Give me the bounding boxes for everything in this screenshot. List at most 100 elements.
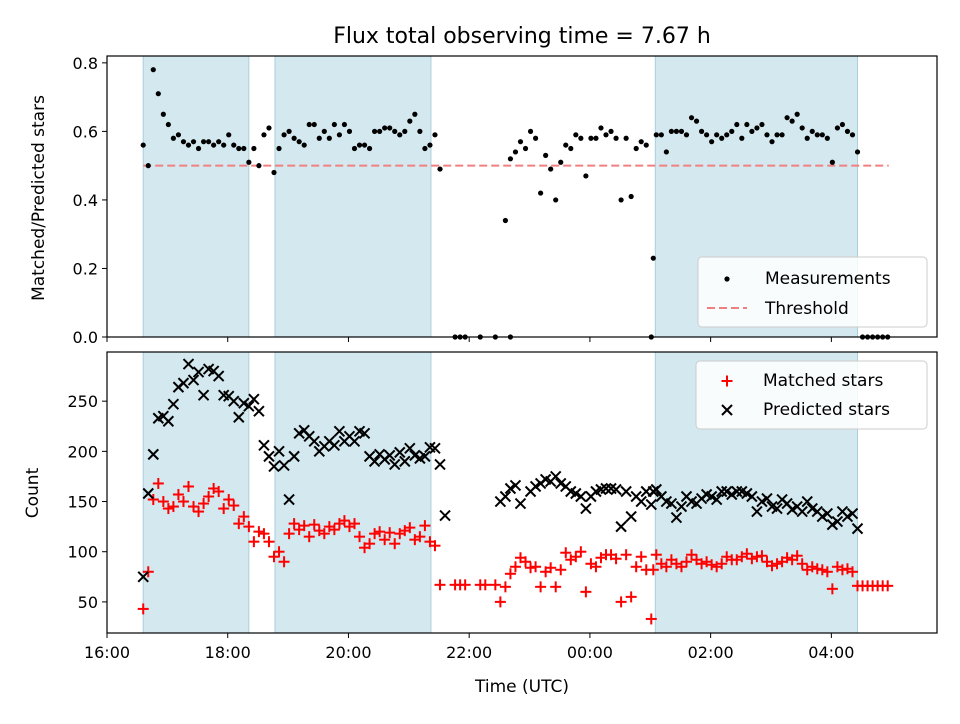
predicted-star-point <box>746 490 758 503</box>
matched-star-point <box>615 596 627 608</box>
measurement-point <box>704 132 710 138</box>
measurement-point <box>734 121 740 128</box>
measurement-point <box>231 142 237 148</box>
matched-star-point <box>263 536 275 548</box>
measurement-point <box>422 145 428 152</box>
measurement-point <box>190 139 197 145</box>
measurement-point <box>502 217 508 224</box>
measurement-point <box>709 139 715 145</box>
measurement-point <box>844 128 851 134</box>
measurement-point <box>543 152 549 158</box>
matched-star-point <box>846 566 858 578</box>
predicted-star-point <box>383 449 396 462</box>
measurement-point <box>779 132 785 138</box>
matched-star-point <box>228 500 240 512</box>
matched-star-point <box>675 561 687 573</box>
measurement-point <box>281 132 287 138</box>
measurement-point <box>829 159 835 165</box>
matched-star-point <box>647 564 659 576</box>
measurement-point <box>522 145 529 152</box>
bottom-shaded-interval <box>142 351 250 634</box>
measurement-point <box>653 132 659 138</box>
top-legend-box <box>697 256 928 328</box>
measurement-point <box>402 128 408 134</box>
predicted-star-point <box>675 500 688 513</box>
legend-threshold-label: Threshold <box>764 299 849 319</box>
predicted-star-point <box>192 366 205 378</box>
matched-star-point <box>545 562 557 574</box>
measurement-point <box>180 139 187 145</box>
bottom-y-tick-label: 150 <box>67 493 98 512</box>
predicted-star-point <box>625 510 637 523</box>
measurement-point <box>351 145 358 152</box>
measurement-point <box>650 255 656 261</box>
measurement-point <box>558 159 564 165</box>
matched-star-point <box>278 556 290 568</box>
measurement-point <box>211 142 217 148</box>
measurement-point <box>372 128 378 134</box>
matched-star-point <box>696 558 708 570</box>
measurement-point <box>412 111 418 117</box>
matched-star-point <box>223 494 235 506</box>
predicted-star-point <box>580 502 592 515</box>
top-legend: Measurements Threshold <box>697 256 928 328</box>
measurement-point <box>658 132 664 138</box>
measurement-point <box>291 135 297 141</box>
predicted-star-point <box>731 485 743 498</box>
measurement-point <box>261 132 267 138</box>
top-y-tick-label: 0.0 <box>73 328 98 347</box>
matched-star-point <box>157 496 169 508</box>
measurement-point <box>668 128 675 134</box>
predicted-star-point <box>600 482 612 495</box>
measurement-point <box>195 145 202 152</box>
matched-star-point <box>645 613 657 625</box>
predicted-star-point <box>549 470 562 483</box>
matched-star-point <box>535 581 547 593</box>
measurement-point <box>568 145 574 152</box>
measurement-point <box>578 135 584 141</box>
predicted-star-point <box>761 492 773 505</box>
measurement-point <box>175 132 182 138</box>
predicted-star-point <box>268 460 280 473</box>
matched-star-point <box>258 528 270 540</box>
bottom-y-axis-label: Count <box>23 467 43 518</box>
measurement-point <box>588 135 594 141</box>
measurement-point <box>200 139 207 145</box>
bottom-y-tick-label: 50 <box>78 593 98 612</box>
measurement-point <box>286 128 292 134</box>
matched-star-point <box>243 521 255 533</box>
matched-star-point <box>520 556 532 568</box>
bottom-legend-box <box>695 360 928 430</box>
predicted-star-point <box>771 502 783 515</box>
predicted-star-point <box>308 435 320 448</box>
predicted-star-point <box>404 442 416 455</box>
predicted-star-point <box>645 498 657 511</box>
matched-star-point <box>660 561 672 573</box>
measurement-point <box>397 132 403 138</box>
matched-star-point <box>152 477 164 489</box>
measurement-point <box>316 135 322 141</box>
matched-star-point <box>318 528 330 540</box>
measurement-point <box>306 121 312 128</box>
matched-star-point <box>751 551 763 563</box>
measurement-point <box>839 121 846 128</box>
matched-star-point <box>188 501 200 513</box>
measurement-point <box>724 132 730 138</box>
matched-star-point <box>746 553 758 565</box>
measurement-point <box>276 145 282 152</box>
bottom-axes-frame <box>106 351 938 634</box>
matched-star-point <box>193 506 205 518</box>
measurement-point <box>794 111 800 117</box>
matched-star-point <box>796 558 808 570</box>
legend-measurements-marker <box>724 276 730 282</box>
predicted-star-point <box>796 505 808 518</box>
legend-predicted-label: Predicted stars <box>763 400 890 420</box>
top-y-tick-label: 0.8 <box>73 54 98 73</box>
predicted-star-point <box>258 439 270 452</box>
measurement-point <box>613 135 619 141</box>
predicted-star-point <box>288 450 300 463</box>
measurement-point <box>361 142 368 148</box>
matched-star-point <box>504 568 516 580</box>
measurement-point <box>356 142 363 148</box>
